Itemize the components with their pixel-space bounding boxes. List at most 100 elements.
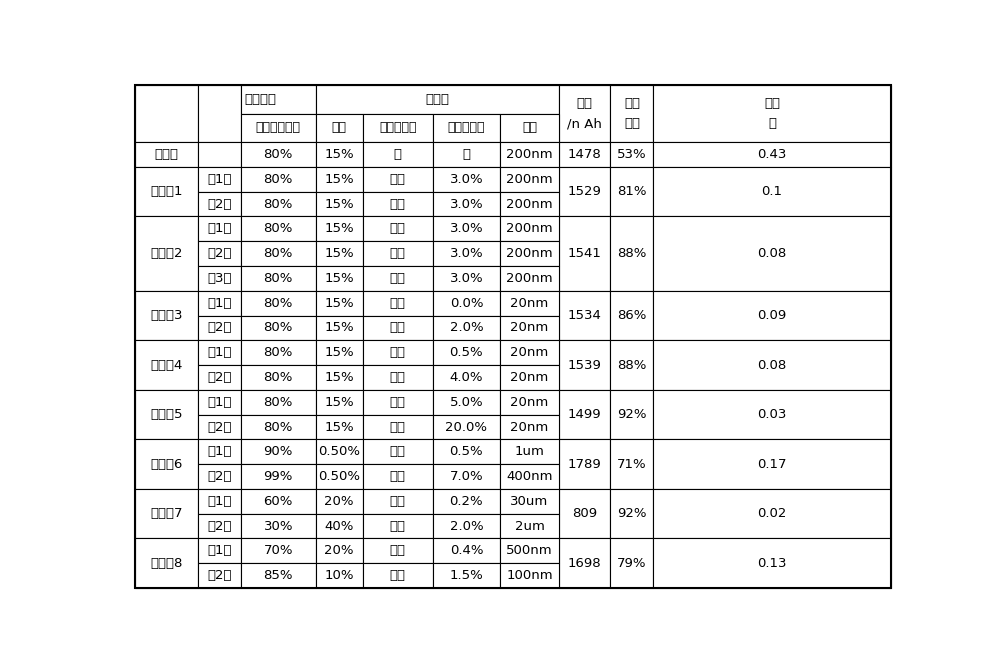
Text: /n Ah: /n Ah xyxy=(567,118,602,130)
Text: 3.0%: 3.0% xyxy=(450,222,483,235)
Bar xyxy=(198,167,241,192)
Bar xyxy=(241,365,316,390)
Bar xyxy=(316,266,363,291)
Text: 第1层: 第1层 xyxy=(207,297,232,310)
Text: 20%: 20% xyxy=(324,545,354,557)
Text: 1.5%: 1.5% xyxy=(450,569,483,582)
Bar xyxy=(198,489,241,513)
Bar xyxy=(559,85,610,142)
Bar xyxy=(500,365,559,390)
Bar xyxy=(316,340,363,365)
Bar xyxy=(316,114,363,142)
Bar xyxy=(610,440,653,489)
Text: 比较例: 比较例 xyxy=(154,148,178,161)
Bar xyxy=(198,192,241,217)
Text: 羧基: 羧基 xyxy=(390,495,406,508)
Bar xyxy=(433,167,500,192)
Text: 第1层: 第1层 xyxy=(207,222,232,235)
Bar xyxy=(653,142,891,167)
Text: 3.0%: 3.0% xyxy=(450,272,483,285)
Text: 第1层: 第1层 xyxy=(207,545,232,557)
Text: 10%: 10% xyxy=(324,569,354,582)
Bar xyxy=(241,340,316,365)
Bar xyxy=(363,340,433,365)
Text: 1529: 1529 xyxy=(568,186,602,198)
Bar xyxy=(241,513,316,539)
Bar xyxy=(363,192,433,217)
Text: 2.0%: 2.0% xyxy=(450,321,483,334)
Bar xyxy=(135,440,198,489)
Bar xyxy=(241,241,316,266)
Text: 20nm: 20nm xyxy=(510,371,549,384)
Text: 80%: 80% xyxy=(264,198,293,211)
Bar xyxy=(500,513,559,539)
Bar xyxy=(316,440,363,464)
Text: 3.0%: 3.0% xyxy=(450,247,483,260)
Bar xyxy=(433,340,500,365)
Bar xyxy=(241,563,316,588)
Bar xyxy=(198,241,241,266)
Text: 15%: 15% xyxy=(324,148,354,161)
Text: 80%: 80% xyxy=(264,396,293,409)
Text: 1478: 1478 xyxy=(568,148,602,161)
Bar xyxy=(433,241,500,266)
Text: 硝基: 硝基 xyxy=(390,222,406,235)
Bar xyxy=(433,513,500,539)
Text: 第1层: 第1层 xyxy=(207,446,232,458)
Bar xyxy=(433,316,500,340)
Bar xyxy=(363,489,433,513)
Bar xyxy=(559,489,610,539)
Bar xyxy=(433,365,500,390)
Bar xyxy=(559,539,610,588)
Text: 15%: 15% xyxy=(324,247,354,260)
Text: 实施例2: 实施例2 xyxy=(150,247,183,260)
Bar xyxy=(363,316,433,340)
Text: 1541: 1541 xyxy=(568,247,602,260)
Bar xyxy=(316,85,559,114)
Text: 0.5%: 0.5% xyxy=(450,446,483,458)
Text: 92%: 92% xyxy=(617,507,647,520)
Text: 第2层: 第2层 xyxy=(207,198,232,211)
Text: 200nm: 200nm xyxy=(506,173,553,186)
Bar xyxy=(241,390,316,414)
Text: 60%: 60% xyxy=(264,495,293,508)
Bar xyxy=(198,464,241,489)
Bar xyxy=(363,365,433,390)
Text: 81%: 81% xyxy=(617,186,647,198)
Bar xyxy=(363,513,433,539)
Bar xyxy=(500,192,559,217)
Text: 80%: 80% xyxy=(264,272,293,285)
Bar xyxy=(610,167,653,217)
Text: 导电剂: 导电剂 xyxy=(425,93,449,106)
Text: 20nm: 20nm xyxy=(510,396,549,409)
Text: 92%: 92% xyxy=(617,408,647,421)
Text: 90%: 90% xyxy=(264,446,293,458)
Text: 第2层: 第2层 xyxy=(207,371,232,384)
Bar xyxy=(198,440,241,464)
Bar xyxy=(363,440,433,464)
Text: 20nm: 20nm xyxy=(510,346,549,359)
Text: 0.08: 0.08 xyxy=(757,247,787,260)
Text: 20%: 20% xyxy=(324,495,354,508)
Text: 20nm: 20nm xyxy=(510,321,549,334)
Text: 400nm: 400nm xyxy=(506,470,553,483)
Bar xyxy=(500,563,559,588)
Bar xyxy=(653,539,891,588)
Text: 15%: 15% xyxy=(324,396,354,409)
Bar xyxy=(433,489,500,513)
Text: 第2层: 第2层 xyxy=(207,321,232,334)
Bar xyxy=(363,266,433,291)
Text: 实施例4: 实施例4 xyxy=(150,358,183,372)
Text: 80%: 80% xyxy=(264,148,293,161)
Bar xyxy=(433,414,500,440)
Bar xyxy=(241,114,316,142)
Text: 15%: 15% xyxy=(324,371,354,384)
Text: 羧基: 羧基 xyxy=(390,420,406,434)
Text: 第3层: 第3层 xyxy=(207,272,232,285)
Bar xyxy=(135,85,198,142)
Bar xyxy=(500,440,559,464)
Text: 0.02: 0.02 xyxy=(757,507,787,520)
Text: 15%: 15% xyxy=(324,222,354,235)
Text: 7.0%: 7.0% xyxy=(450,470,483,483)
Bar xyxy=(363,563,433,588)
